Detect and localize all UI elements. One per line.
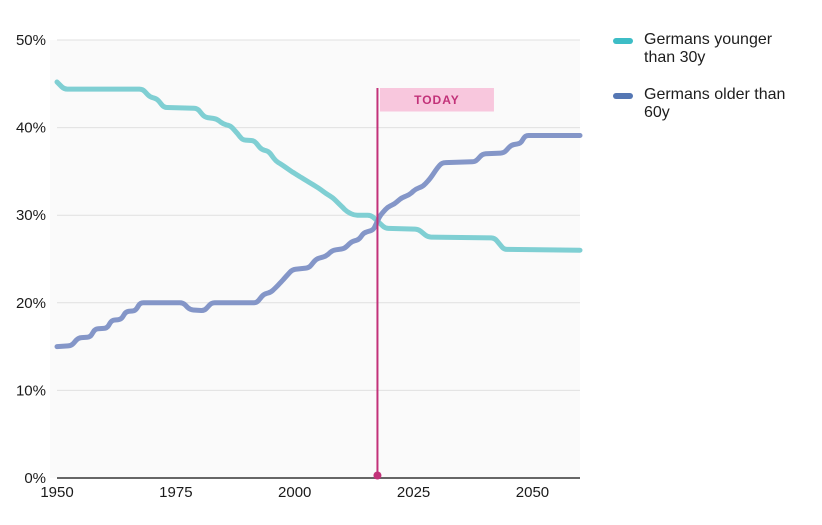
y-axis-tick-label: 20% bbox=[16, 295, 46, 312]
y-axis-tick-label: 10% bbox=[16, 382, 46, 399]
x-axis-tick-label: 1950 bbox=[40, 484, 73, 501]
x-axis-tick-label: 2050 bbox=[516, 484, 549, 501]
y-axis-tick-label: 50% bbox=[16, 32, 46, 49]
legend-label-younger-30: Germans younger than 30y bbox=[644, 31, 773, 66]
y-axis-tick-label: 40% bbox=[16, 120, 46, 137]
legend-swatch-older-60-icon bbox=[613, 93, 633, 99]
x-axis-tick-label: 2000 bbox=[278, 484, 311, 501]
today-line-dot bbox=[373, 471, 382, 480]
older-60-line bbox=[54, 133, 583, 350]
legend-item-older-60: Germans older than 60y bbox=[613, 86, 818, 122]
legend-item-younger-30: Germans younger than 30y bbox=[613, 31, 818, 67]
legend-label-older-60: Germans older than 60y bbox=[644, 86, 786, 121]
x-axis-tick-label: 1975 bbox=[159, 484, 192, 501]
y-axis-tick-label: 30% bbox=[16, 207, 46, 224]
chart-legend: Germans younger than 30y Germans older t… bbox=[613, 31, 818, 141]
y-axis-tick-label: 0% bbox=[24, 470, 46, 487]
today-label-box bbox=[379, 88, 494, 112]
today-label: TODAY bbox=[414, 93, 460, 107]
legend-swatch-younger-30-icon bbox=[613, 38, 633, 44]
x-axis-tick-label: 2025 bbox=[397, 484, 430, 501]
